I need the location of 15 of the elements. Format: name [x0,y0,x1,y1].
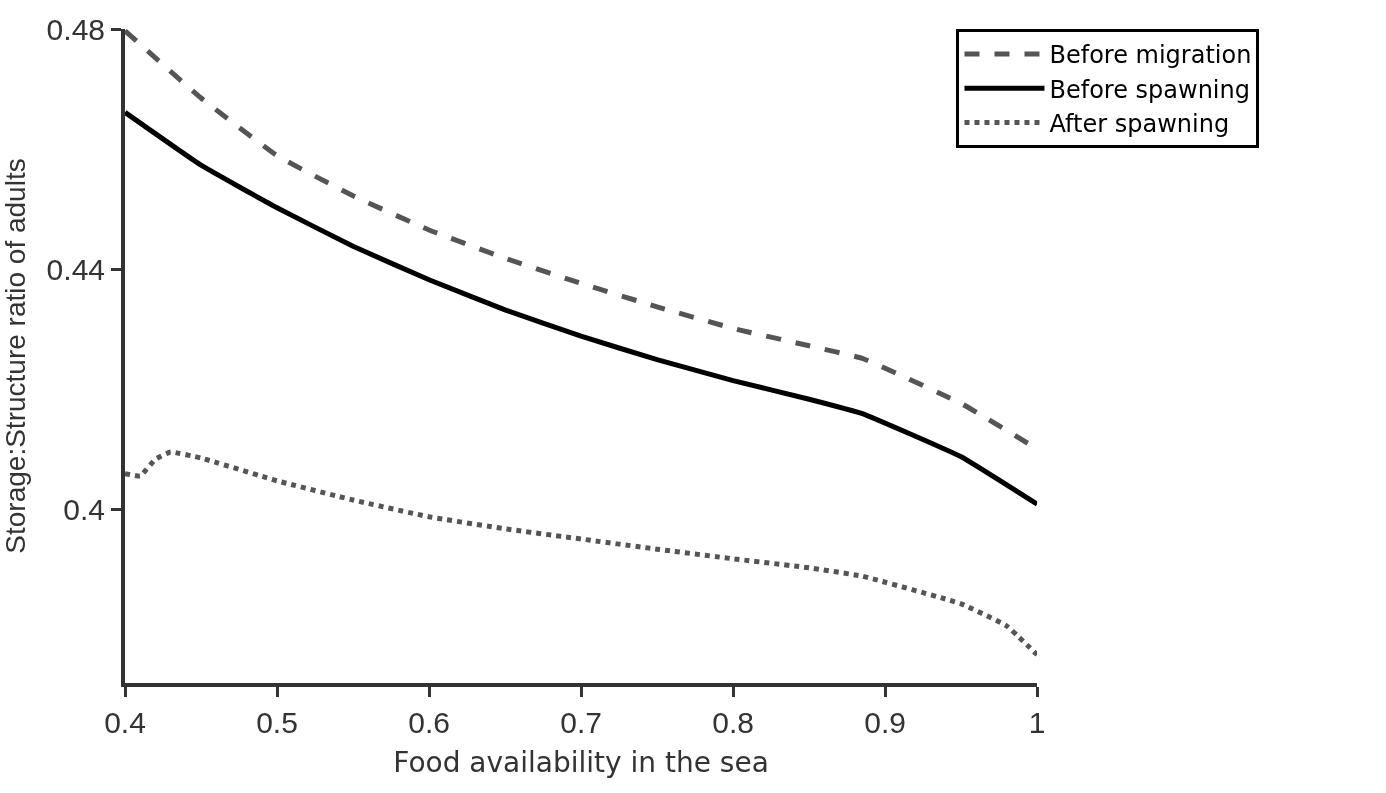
y-tick-label: 0.48 [46,12,105,46]
y-tick-label: 0.44 [46,252,105,286]
x-tick-label: 0.6 [408,706,450,739]
y-tick-label: 0.4 [63,492,105,526]
legend-label: Before migration [1049,41,1252,70]
x-tick-label: 1 [1028,706,1046,739]
x-tick-label: 0.8 [712,706,754,739]
x-tick-label: 0.9 [864,706,906,739]
legend-label: After spawning [1049,109,1230,138]
x-tick-label: 0.5 [256,706,298,739]
x-tick-label: 0.4 [104,706,146,739]
y-axis-title: Storage:Structure ratio of adults [0,158,31,554]
x-axis-title: Food availability in the sea [393,745,769,779]
x-tick-label: 0.7 [560,706,602,739]
legend-label: Before spawning [1049,75,1250,104]
